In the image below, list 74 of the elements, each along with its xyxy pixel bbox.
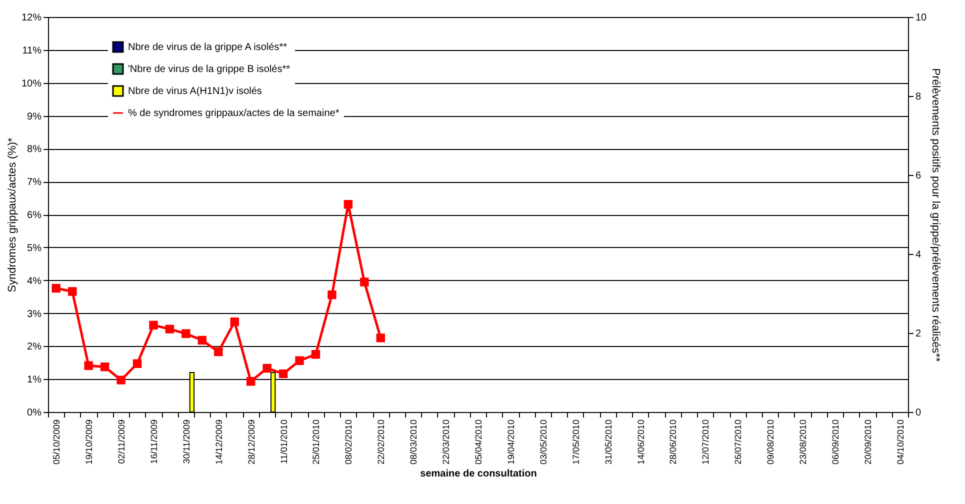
point: [278, 369, 288, 378]
point: [214, 347, 223, 356]
legend-label: % de syndromes grippaux/actes de la semaine*: [128, 108, 340, 119]
y2-tick-label: 0: [916, 408, 922, 418]
x-tick-label: 11/01/2010: [278, 420, 289, 464]
x-tick-label: 09/08/2010: [766, 420, 776, 465]
y2-tick-label: 2: [916, 328, 922, 340]
x-tick-label: 30/11/2009: [181, 420, 192, 464]
point: [52, 284, 60, 293]
y-tick-label: 1%: [27, 374, 42, 386]
x-tick-label: 28/12/2009: [246, 420, 256, 465]
x-tick-label: 04/10/2010: [895, 420, 906, 465]
point: [68, 287, 77, 296]
point: [165, 324, 174, 334]
point: [360, 278, 369, 286]
point: [132, 359, 142, 368]
x-tick-label: 25/01/2010: [311, 420, 322, 465]
point: [116, 376, 126, 384]
x-tick-label: 08/02/2010: [344, 420, 354, 465]
point: [100, 362, 110, 372]
y-axis-title: Syndromes grippaux/actes (%)*: [6, 136, 18, 292]
y-tick-label: 9%: [27, 111, 42, 122]
y2-tick-label: 4: [916, 250, 922, 260]
x-tick-label: 14/06/2010: [636, 420, 646, 465]
x-tick-label: 28/06/2010: [668, 420, 678, 465]
x-tick-label: 19/10/2009: [84, 420, 94, 465]
point: [328, 290, 336, 300]
y-tick-label: 3%: [27, 308, 42, 320]
x-tick-label: 17/05/2010: [570, 420, 581, 465]
point: [295, 356, 304, 366]
x-tick-label: 22/03/2010: [441, 420, 452, 465]
point: [149, 320, 158, 330]
legend-label: Nbre de virus de la grippe A isolés**: [128, 42, 288, 53]
point: [262, 364, 272, 373]
point: [230, 317, 239, 326]
y-tick-label: 7%: [27, 177, 42, 188]
y-tick-label: 11%: [22, 45, 42, 56]
x-tick-label: 22/02/2010: [376, 420, 386, 465]
y-tick-label: 4%: [27, 276, 42, 287]
legend-label: 'Nbre de virus de la grippe B isolés**: [128, 64, 290, 75]
y2-axis-title: Prélèvements positifs pour la grippe/prélèvements réalisés**: [930, 68, 942, 362]
y-tick-label: 2%: [27, 342, 42, 353]
y2-tick-label: 6: [916, 170, 922, 182]
y2-tick-label: 8: [916, 92, 922, 102]
x-tick-label: 20/09/2010: [862, 420, 873, 465]
x-tick-label: 06/09/2010: [830, 420, 840, 465]
y2-tick-label: 10: [916, 12, 928, 24]
point: [344, 200, 353, 209]
y-tick-label: 0%: [27, 408, 42, 418]
y-tick-label: 5%: [27, 242, 42, 254]
x-tick-label: 26/07/2010: [733, 420, 744, 465]
point: [376, 334, 385, 342]
point: [84, 361, 93, 370]
y-tick-label: 12%: [21, 12, 42, 24]
x-tick-label: 05/10/2009: [52, 420, 62, 465]
x-tick-label: 03/05/2010: [538, 420, 548, 465]
x-tick-label: 05/04/2010: [474, 420, 484, 465]
x-tick-label: 23/08/2010: [798, 420, 808, 465]
x-tick-label: 19/04/2010: [506, 420, 516, 465]
x-tick-label: 08/03/2010: [408, 420, 419, 465]
point: [198, 336, 207, 345]
x-tick-label: 02/11/2009: [116, 420, 127, 464]
x-tick-label: 16/11/2009: [148, 420, 159, 464]
point: [246, 377, 256, 386]
x-tick-label: 12/07/2010: [700, 420, 711, 465]
y-tick-label: 10%: [21, 78, 42, 90]
x-tick-label: 14/12/2009: [214, 420, 224, 465]
x-axis-title: semaine de consultation: [420, 468, 537, 480]
y-tick-label: 6%: [27, 210, 42, 221]
x-tick-label: 31/05/2010: [603, 420, 614, 465]
y-tick-label: 8%: [27, 144, 42, 156]
legend-label: Nbre de virus A(H1N1)v isolés: [128, 86, 262, 97]
point: [182, 329, 190, 338]
point: [311, 350, 320, 359]
